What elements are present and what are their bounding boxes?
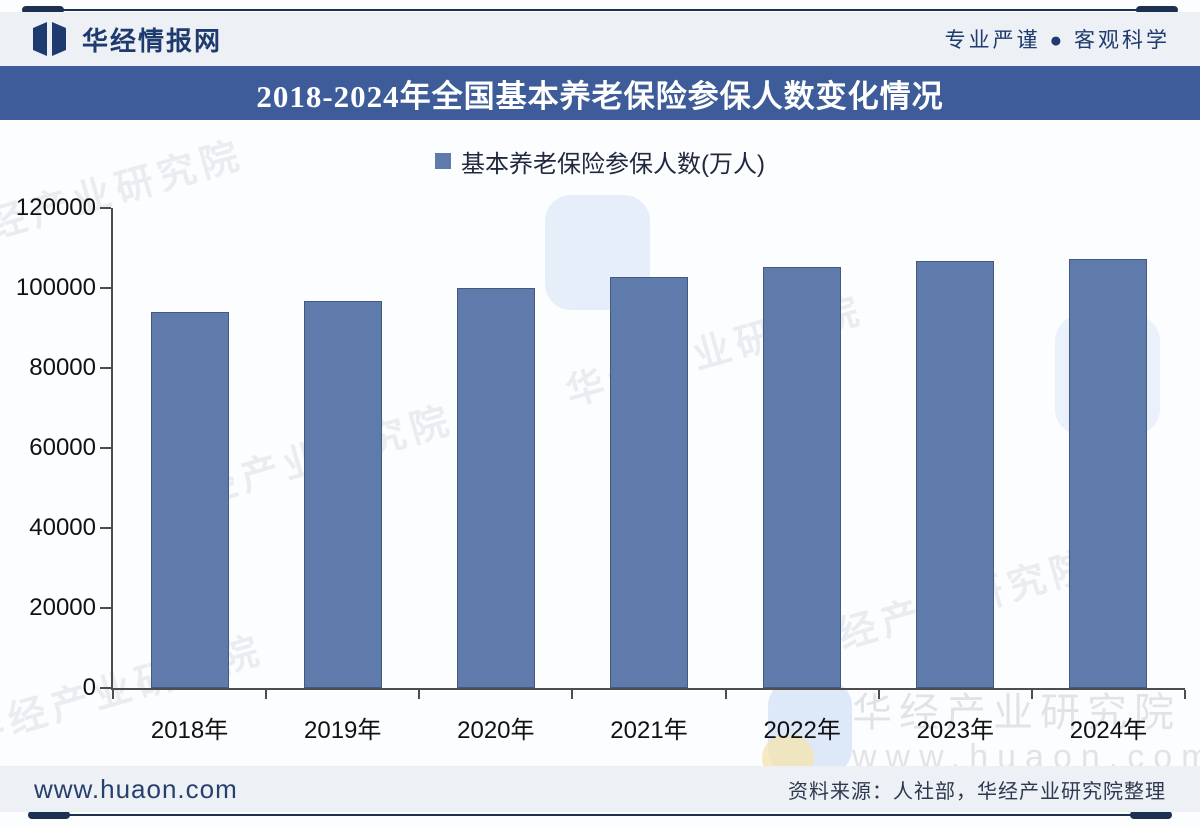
x-axis-label: 2019年: [304, 717, 382, 744]
top-rule-right-cap: [1136, 6, 1178, 14]
y-axis-tick: [100, 687, 111, 689]
x-axis-tick: [571, 690, 574, 699]
legend-marker-icon: [435, 153, 451, 169]
y-axis-line: [111, 208, 113, 690]
x-axis-tick: [1184, 690, 1186, 699]
legend: 基本养老保险参保人数(万人): [0, 138, 1200, 184]
x-axis-line: [111, 688, 1185, 690]
y-axis-label: 100000: [15, 274, 96, 301]
bar-2020: [456, 288, 535, 688]
y-axis-tick: [100, 367, 111, 369]
y-axis-tick: [100, 287, 111, 289]
y-axis-label: 0: [82, 674, 96, 701]
bar-2018: [150, 312, 229, 688]
y-axis-label: 120000: [15, 194, 96, 221]
footer-website: www.huaon.com: [34, 773, 238, 804]
title-bar: 2018-2024年全国基本养老保险参保人数变化情况: [0, 66, 1200, 120]
bar-2019: [303, 301, 382, 688]
top-rule-line: [24, 9, 1176, 11]
y-axis-tick: [100, 447, 111, 449]
x-axis-tick: [418, 690, 421, 699]
bottom-rule-right-cap: [1130, 811, 1172, 819]
x-axis-label: 2020年: [457, 717, 535, 744]
chart-title: 2018-2024年全国基本养老保险参保人数变化情况: [256, 78, 944, 114]
header: 华经情报网 专业严谨 ● 客观科学: [0, 12, 1200, 66]
slogan: 专业严谨 ● 客观科学: [944, 29, 1170, 52]
huajing-logo-icon: [30, 21, 70, 57]
y-axis-tick: [100, 527, 111, 529]
x-axis-tick: [877, 690, 880, 699]
footer: www.huaon.com 资料来源：人社部，华经产业研究院整理: [0, 766, 1200, 812]
x-axis-tick: [1030, 690, 1033, 699]
bar-2023: [916, 261, 995, 688]
legend-label: 基本养老保险参保人数(万人): [461, 150, 765, 178]
x-axis-tick: [724, 690, 727, 699]
top-rule-left-cap: [22, 6, 64, 14]
bar-2024: [1069, 259, 1148, 688]
y-axis-label: 40000: [29, 514, 96, 541]
y-axis-tick: [100, 207, 111, 209]
y-axis-label: 20000: [29, 594, 96, 621]
bar-2021: [610, 276, 688, 688]
x-axis-label: 2023年: [916, 717, 994, 744]
y-axis-label: 80000: [29, 354, 96, 381]
x-axis-label: 2024年: [1069, 717, 1148, 744]
site-name: 华经情报网: [82, 25, 223, 56]
footer-source: 资料来源：人社部，华经产业研究院整理: [788, 780, 1166, 803]
x-axis-label: 2021年: [610, 717, 688, 744]
x-axis-label: 2018年: [150, 717, 229, 744]
brand: 华经情报网: [30, 21, 222, 58]
bar-2022: [763, 266, 842, 688]
y-axis-label: 60000: [29, 434, 96, 461]
y-axis-tick: [100, 607, 111, 609]
bottom-rule-line: [30, 814, 1170, 816]
x-axis-tick: [112, 690, 114, 699]
x-axis-label: 2022年: [763, 717, 841, 744]
bottom-rule-left-cap: [28, 811, 70, 819]
x-axis-tick: [265, 690, 268, 699]
